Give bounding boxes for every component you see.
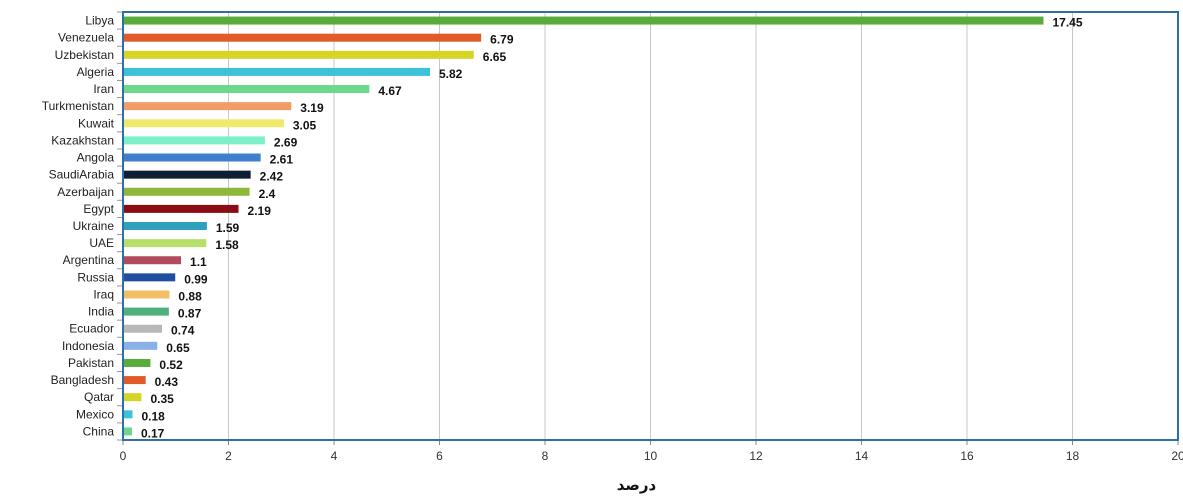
value-label: 2.19 xyxy=(248,204,272,218)
bar xyxy=(124,136,265,145)
bar xyxy=(124,85,370,94)
bar xyxy=(124,393,142,402)
value-label: 1.58 xyxy=(215,238,239,252)
bar xyxy=(124,324,163,333)
x-axis-title: درصد xyxy=(617,476,657,494)
value-label: 0.74 xyxy=(171,324,195,338)
value-label: 6.79 xyxy=(490,33,514,47)
x-tick-label: 4 xyxy=(331,449,338,463)
value-label: 0.52 xyxy=(159,358,183,372)
plot-frame xyxy=(122,11,1179,441)
category-label: Qatar xyxy=(84,390,114,404)
value-label: 0.18 xyxy=(141,409,165,423)
category-label: Algeria xyxy=(77,65,115,79)
value-label: 0.35 xyxy=(150,392,174,406)
bar xyxy=(124,273,176,282)
value-label: 6.65 xyxy=(483,50,507,64)
category-label: Libya xyxy=(85,14,114,28)
category-label: UAE xyxy=(89,236,114,250)
value-label: 0.87 xyxy=(178,307,202,321)
bar xyxy=(124,222,207,230)
value-label: 3.19 xyxy=(300,101,324,115)
category-label: Argentina xyxy=(63,253,115,267)
bar xyxy=(124,256,182,265)
category-label: Ukraine xyxy=(73,219,115,233)
category-label: India xyxy=(88,305,114,319)
x-tick-label: 14 xyxy=(855,449,869,463)
x-tick-label: 2 xyxy=(225,449,232,463)
x-tick-label: 12 xyxy=(749,449,763,463)
value-label: 2.69 xyxy=(274,135,298,149)
category-label: SaudiArabia xyxy=(49,168,115,182)
category-label: Angola xyxy=(77,151,115,165)
category-label: Bangladesh xyxy=(51,373,114,387)
bar xyxy=(124,170,251,179)
category-label: Azerbaijan xyxy=(57,185,114,199)
x-tick-label: 10 xyxy=(644,449,658,463)
x-tick-label: 0 xyxy=(120,449,127,463)
value-label: 0.88 xyxy=(178,289,202,303)
category-label: Uzbekistan xyxy=(55,48,114,62)
x-tick-label: 16 xyxy=(960,449,974,463)
category-label: Ecuador xyxy=(69,322,114,336)
value-label: 0.17 xyxy=(141,426,165,440)
value-label: 1.1 xyxy=(190,255,207,269)
x-tick-label: 8 xyxy=(542,449,549,463)
x-tick-label: 18 xyxy=(1066,449,1080,463)
bar xyxy=(124,307,169,316)
value-label: 17.45 xyxy=(1052,16,1082,30)
value-label: 1.59 xyxy=(216,221,240,235)
bar xyxy=(124,358,151,367)
value-labels: 17.45 6.79 6.65 5.82 4.67 3.19 3.05 2.69 2.61 2.4… xyxy=(141,16,1083,441)
bar xyxy=(124,427,132,436)
value-label: 3.05 xyxy=(293,118,317,132)
bar xyxy=(124,67,431,76)
x-tick-label: 20 xyxy=(1171,449,1183,463)
bar xyxy=(124,16,1044,25)
gridlines xyxy=(122,12,1179,445)
category-label: Indonesia xyxy=(62,339,114,353)
category-label: Kazakhstan xyxy=(51,133,114,147)
value-label: 0.43 xyxy=(155,375,179,389)
category-label: Mexico xyxy=(76,407,114,421)
category-label: China xyxy=(83,424,115,438)
value-label: 5.82 xyxy=(439,67,463,81)
category-label: Russia xyxy=(77,270,114,284)
value-label: 4.67 xyxy=(378,84,402,98)
bar xyxy=(124,153,261,162)
x-tick-label: 6 xyxy=(436,449,443,463)
bar xyxy=(124,341,158,350)
category-label: Kuwait xyxy=(78,116,115,130)
bar xyxy=(124,102,292,111)
value-label: 2.61 xyxy=(270,153,294,167)
bar xyxy=(124,410,133,419)
bar xyxy=(124,33,482,42)
bar xyxy=(124,204,239,213)
bar xyxy=(124,187,250,196)
category-label: Pakistan xyxy=(68,356,114,370)
category-label: Iraq xyxy=(93,287,114,301)
bar xyxy=(124,50,474,59)
bar xyxy=(124,119,284,128)
category-label: Turkmenistan xyxy=(42,99,114,113)
bar xyxy=(124,239,207,248)
category-label: Egypt xyxy=(83,202,114,216)
x-tick-labels: 0 2 4 6 8 10 12 14 16 18 20 xyxy=(120,449,1183,463)
category-labels: Libya Venezuela Uzbekistan Algeria Iran Turkm… xyxy=(42,14,115,439)
bar xyxy=(124,290,170,299)
value-label: 0.99 xyxy=(184,272,208,286)
value-label: 2.4 xyxy=(259,187,276,201)
category-label: Venezuela xyxy=(58,31,114,45)
value-label: 2.42 xyxy=(260,170,284,184)
value-label: 0.65 xyxy=(166,341,190,355)
category-label: Iran xyxy=(93,82,114,96)
bar xyxy=(124,376,146,385)
bars xyxy=(124,16,1044,436)
